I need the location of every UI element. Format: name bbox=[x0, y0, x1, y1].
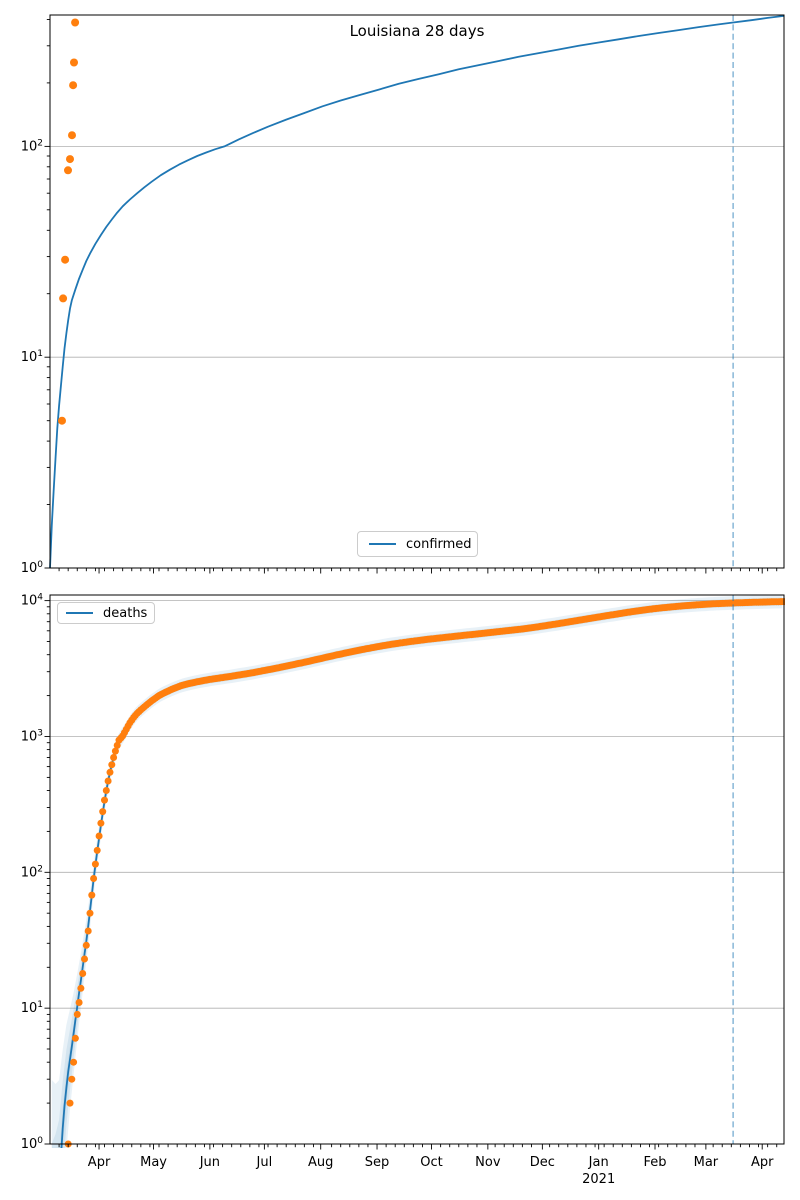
y-gridlines bbox=[50, 600, 784, 1009]
x-tick-label: Jun bbox=[199, 1155, 220, 1170]
x-tick-label: Mar bbox=[694, 1155, 719, 1170]
axes-spines bbox=[49, 14, 785, 569]
x-tick-label: Dec bbox=[530, 1155, 555, 1170]
figure-title: Louisiana 28 days bbox=[349, 22, 485, 40]
legend-deaths: deaths bbox=[57, 602, 155, 624]
x-tick-label: Apr bbox=[751, 1155, 774, 1170]
legend-confirmed: confirmed bbox=[357, 531, 478, 557]
y-tick-label: 101 bbox=[21, 349, 43, 365]
y-tick-label: 100 bbox=[21, 560, 44, 576]
confidence-band bbox=[51, 595, 783, 1148]
y-tick-label: 100 bbox=[21, 1136, 44, 1152]
axes-spines bbox=[49, 594, 785, 1145]
x-tick-label: Jan bbox=[588, 1155, 609, 1170]
deaths-observed-points bbox=[64, 598, 785, 1148]
y-tick-label: 101 bbox=[21, 1000, 43, 1016]
x-tick-label: Feb bbox=[643, 1155, 666, 1170]
x-tick-label: Jul bbox=[256, 1155, 273, 1170]
x-tick-label: Aug bbox=[308, 1155, 333, 1170]
y-gridlines bbox=[50, 145, 784, 358]
x-tick-label: May bbox=[140, 1155, 167, 1170]
confirmed-subplot: 100 101 102 bbox=[21, 14, 785, 576]
x-tick-label: Nov bbox=[475, 1155, 501, 1170]
axis-tick-labels: Apr May Jun Jul Aug Sep Oct Nov Dec Jan Feb Mar Apr 2… bbox=[21, 593, 774, 1187]
axis-ticks bbox=[44, 600, 778, 1150]
y-tick-label: 104 bbox=[21, 593, 44, 609]
axis-tick-labels: 100 101 102 bbox=[21, 138, 44, 576]
confirmed-line-swatch bbox=[369, 543, 396, 545]
x-tick-label: Oct bbox=[420, 1155, 442, 1170]
y-tick-label: 103 bbox=[21, 729, 43, 745]
axis-ticks bbox=[44, 19, 778, 574]
confirmed-observed-points bbox=[58, 18, 80, 425]
x-tick-label: Sep bbox=[365, 1155, 390, 1170]
x-tick-label: Apr bbox=[88, 1155, 111, 1170]
x-axis-year-label: 2021 bbox=[582, 1172, 615, 1187]
deaths-line-swatch bbox=[66, 612, 93, 614]
confirmed-fit-line bbox=[49, 15, 785, 569]
legend-confirmed-label: confirmed bbox=[406, 536, 472, 552]
deaths-subplot: Apr May Jun Jul Aug Sep Oct Nov Dec Jan Feb Mar Apr 2… bbox=[21, 593, 785, 1187]
legend-deaths-label: deaths bbox=[103, 605, 148, 621]
y-tick-label: 102 bbox=[21, 138, 43, 154]
y-tick-label: 102 bbox=[21, 864, 43, 880]
